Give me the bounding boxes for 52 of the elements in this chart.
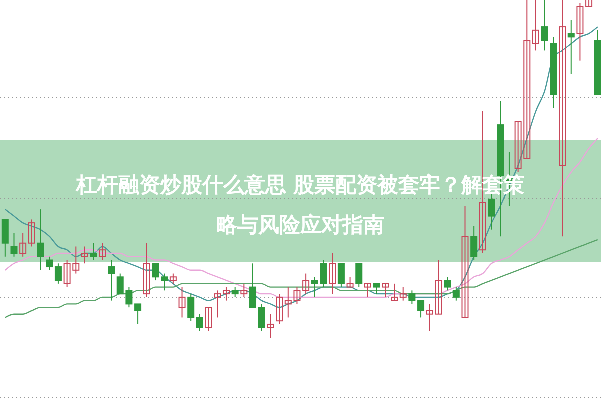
candlestick xyxy=(222,286,230,302)
candlestick xyxy=(568,20,575,75)
candlestick xyxy=(320,260,328,288)
candlestick xyxy=(54,263,62,284)
candlestick xyxy=(382,283,390,298)
candlestick xyxy=(559,0,566,238)
candlestick xyxy=(90,242,98,261)
candlestick xyxy=(250,263,257,308)
candlestick xyxy=(232,286,239,298)
candlestick xyxy=(444,276,452,292)
candlestick xyxy=(188,294,195,322)
candlestick xyxy=(143,242,150,298)
candlestick xyxy=(302,273,310,295)
candlestick xyxy=(108,260,116,302)
candlestick xyxy=(408,290,416,305)
candlestick xyxy=(470,226,478,261)
candlestick xyxy=(418,300,425,318)
candlestick xyxy=(240,283,248,298)
candlestick xyxy=(28,219,36,248)
candlestick xyxy=(99,242,106,261)
candlestick xyxy=(586,0,593,8)
candlestick xyxy=(134,304,142,325)
candlestick xyxy=(205,307,212,332)
candlestick xyxy=(311,276,318,298)
candlestick xyxy=(10,232,18,258)
candlestick xyxy=(576,2,584,62)
candlestick xyxy=(81,246,88,264)
candlestick xyxy=(400,286,407,302)
candlestick xyxy=(196,314,204,332)
candlestick xyxy=(373,283,380,295)
candlestick xyxy=(329,253,336,295)
candlestick xyxy=(170,273,177,284)
candlestick xyxy=(356,263,363,288)
candlestick xyxy=(532,0,540,52)
candlestick xyxy=(258,304,266,332)
candlestick xyxy=(346,276,354,288)
candlestick xyxy=(152,263,160,282)
candlestick xyxy=(462,206,469,318)
candlestick xyxy=(391,283,398,302)
candlestick xyxy=(46,256,54,271)
candlestick xyxy=(178,286,186,318)
candlestick xyxy=(2,219,9,258)
candlestick xyxy=(276,294,284,325)
candlestick xyxy=(37,209,44,271)
candlestick xyxy=(214,290,222,318)
candlestick xyxy=(267,314,274,338)
candlestick xyxy=(364,283,372,298)
candlestick xyxy=(338,263,345,288)
candlestick xyxy=(541,0,548,52)
candlestick xyxy=(161,273,168,292)
candlestick xyxy=(20,232,27,258)
candlestick xyxy=(452,286,460,302)
